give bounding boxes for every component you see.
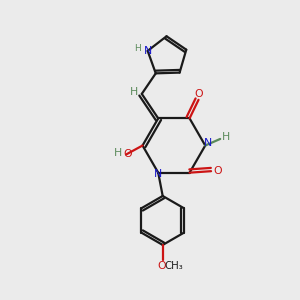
Text: H: H	[221, 132, 230, 142]
Text: H: H	[130, 87, 138, 98]
Text: O: O	[123, 148, 132, 159]
Text: O: O	[195, 89, 203, 99]
Text: H: H	[114, 148, 122, 158]
Text: N: N	[143, 46, 152, 56]
Text: O: O	[158, 261, 167, 271]
Text: CH₃: CH₃	[165, 261, 183, 271]
Text: H: H	[134, 44, 141, 52]
Text: O: O	[213, 166, 222, 176]
Text: N: N	[154, 169, 162, 179]
Text: N: N	[203, 137, 212, 148]
